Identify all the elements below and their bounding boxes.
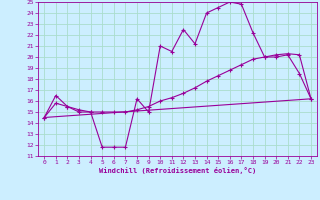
X-axis label: Windchill (Refroidissement éolien,°C): Windchill (Refroidissement éolien,°C) (99, 167, 256, 174)
